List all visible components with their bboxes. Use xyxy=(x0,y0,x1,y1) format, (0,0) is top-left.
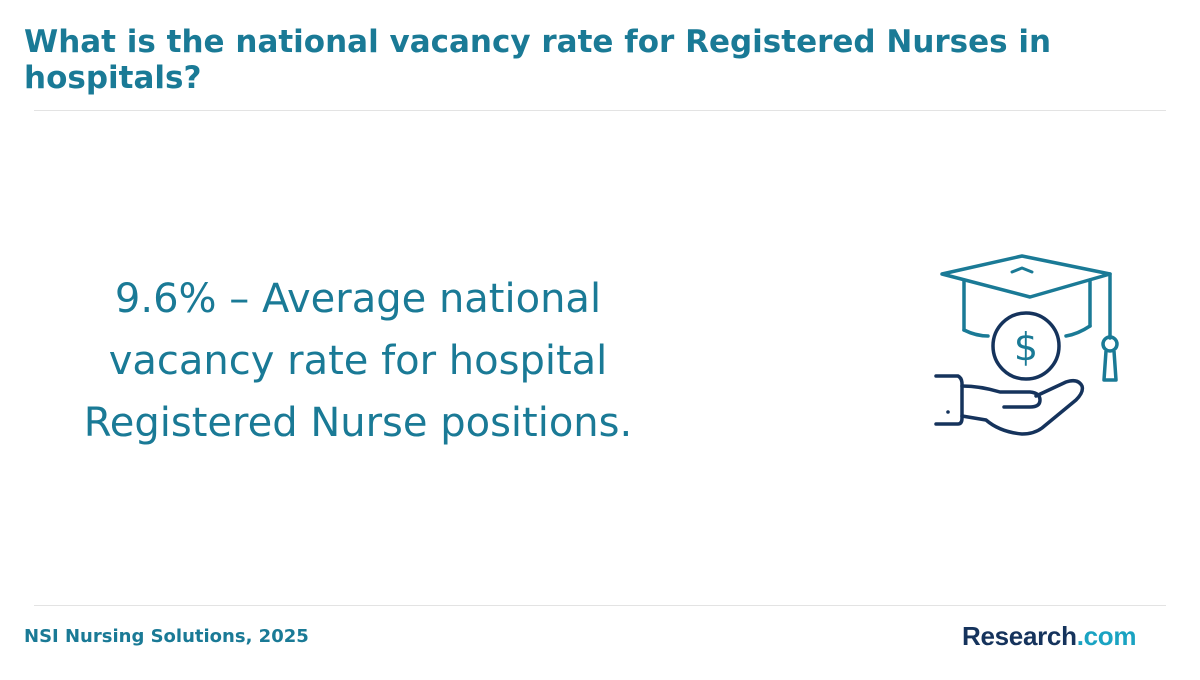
stat-text: 9.6% – Average national vacancy rate for… xyxy=(83,276,633,446)
logo-suffix: .com xyxy=(1076,621,1137,651)
logo-brand: Research xyxy=(962,621,1077,651)
header-divider xyxy=(34,110,1166,111)
research-com-logo: Research.com xyxy=(962,620,1136,652)
svg-text:$: $ xyxy=(1014,325,1038,369)
page-title: What is the national vacancy rate for Re… xyxy=(24,24,1052,96)
footer-divider xyxy=(34,605,1166,606)
graduation-cap-coin-hand-icon: $ xyxy=(930,250,1140,445)
source-citation: NSI Nursing Solutions, 2025 xyxy=(24,626,309,647)
